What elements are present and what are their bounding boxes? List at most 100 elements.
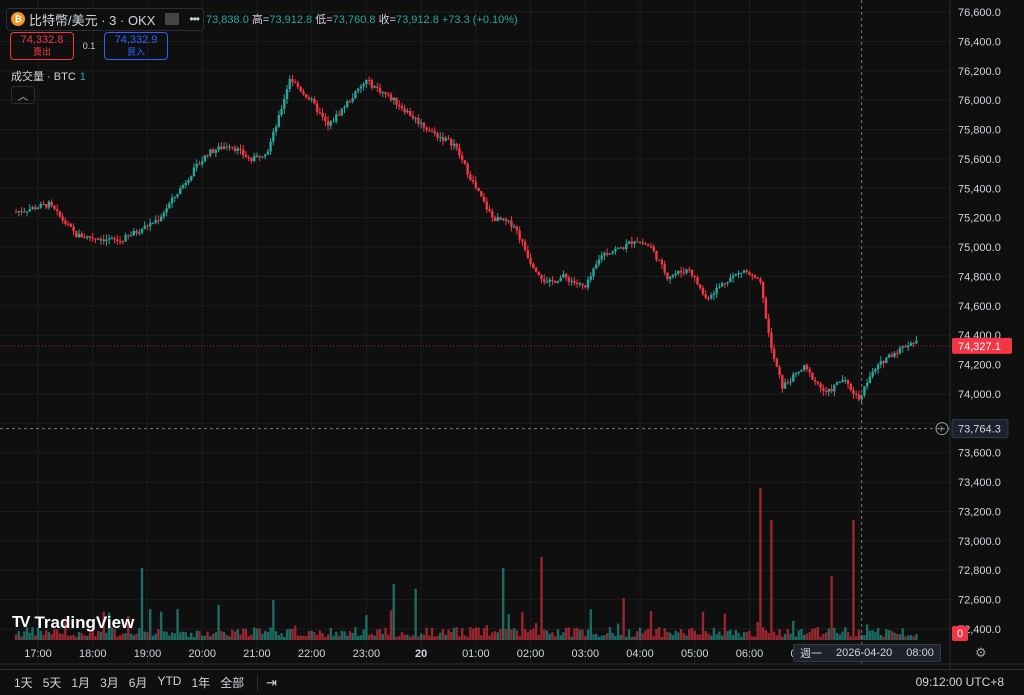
- range-2[interactable]: 1月: [71, 676, 91, 690]
- volume-bar: [209, 636, 212, 640]
- range-5[interactable]: YTD: [157, 674, 182, 688]
- volume-bar: [849, 636, 852, 640]
- range-0[interactable]: 1天: [14, 676, 33, 690]
- volume-bar: [217, 604, 220, 640]
- range-1[interactable]: 5天: [42, 676, 62, 690]
- candle-body: [630, 241, 634, 244]
- volume-bar: [195, 630, 198, 640]
- candle-body: [313, 98, 316, 104]
- candle-body: [165, 208, 168, 213]
- volume-bar: [170, 632, 174, 640]
- volume-bar: [258, 628, 261, 640]
- volume-bar: [707, 633, 710, 640]
- gear-icon[interactable]: ⚙: [975, 645, 987, 660]
- volume-bar: [813, 628, 817, 640]
- volume-bar: [595, 633, 598, 640]
- goto-date-icon[interactable]: ⇥: [266, 674, 278, 690]
- candle-body: [865, 383, 869, 387]
- low-value: 73,760.8: [332, 14, 376, 26]
- candle-body: [113, 238, 116, 240]
- range-3[interactable]: 3月: [100, 676, 119, 690]
- volume-bar: [915, 634, 918, 640]
- volume-bar: [157, 629, 160, 640]
- flag-icon[interactable]: [165, 13, 180, 25]
- clock[interactable]: 09:12:00 UTC+8: [915, 675, 1004, 689]
- volume-bar: [356, 635, 360, 640]
- volume-bar: [844, 627, 847, 640]
- candle-body: [20, 211, 23, 213]
- volume-bar: [551, 632, 554, 640]
- symbol-selector[interactable]: ₿ 比特幣/美元 · 3 · OKX •••: [6, 7, 205, 31]
- range-6[interactable]: 1年: [191, 676, 211, 690]
- candle-body: [871, 371, 874, 377]
- candle-body: [91, 237, 94, 239]
- volume-bar: [581, 629, 584, 640]
- volume-bar: [589, 609, 592, 640]
- candle-body: [775, 358, 779, 367]
- volume-bar: [102, 611, 105, 640]
- candle-body: [146, 225, 149, 227]
- volume-bar: [146, 632, 149, 640]
- volume-bar: [674, 630, 677, 640]
- candle-body: [729, 277, 732, 283]
- buy-price: 74,332.9: [114, 34, 158, 46]
- candle-body: [274, 126, 278, 132]
- range-4[interactable]: 6月: [128, 676, 148, 690]
- collapse-legend-button[interactable]: ︿: [11, 86, 35, 104]
- volume-bar: [876, 628, 880, 640]
- candle-body: [285, 89, 289, 100]
- volume-bar: [430, 627, 434, 640]
- candle-body: [693, 275, 696, 278]
- add-alert-icon[interactable]: [935, 422, 949, 436]
- candle-body: [247, 157, 250, 159]
- volume-bar: [811, 628, 814, 640]
- candle-body: [564, 273, 568, 278]
- volume-bar: [871, 630, 874, 640]
- volume-bar: [400, 632, 404, 640]
- candle-body: [523, 241, 527, 251]
- high-label: 高=: [251, 14, 270, 26]
- candle-body: [521, 239, 524, 242]
- candle-body: [526, 250, 530, 258]
- candle-body: [419, 122, 423, 124]
- volume-bar: [647, 628, 650, 640]
- volume-bar: [36, 627, 40, 640]
- range-7[interactable]: 全部: [220, 676, 245, 690]
- candle-body: [518, 230, 521, 240]
- price-axis[interactable]: 76,600.0 76,400.0 76,200.0 76,000.0 75,800.0…: [935, 7, 1012, 641]
- sell-button[interactable]: 74,332.8 賣出: [10, 32, 74, 60]
- volume-bar: [23, 631, 26, 640]
- candle-body: [217, 146, 220, 151]
- volume-bar: [723, 613, 727, 640]
- buy-button[interactable]: 74,332.9 買入: [104, 32, 168, 60]
- candle-body: [663, 264, 666, 273]
- volume-bar: [663, 628, 666, 640]
- more-icon[interactable]: •••: [189, 12, 200, 26]
- volume-bar: [797, 630, 800, 640]
- candle-body: [772, 348, 776, 359]
- volume-bar: [841, 631, 844, 640]
- time-axis[interactable]: 17:00 18:00 19:00 20:00 21:00 22:00 23:00 20 01:…: [24, 648, 872, 660]
- volume-bar: [499, 628, 502, 640]
- tradingview-logo[interactable]: TV TradingView: [12, 613, 134, 633]
- volume-bar: [242, 628, 245, 640]
- volume-bar: [638, 627, 642, 640]
- candle-body: [66, 223, 70, 225]
- candle-body: [340, 108, 343, 116]
- volume-bar: [304, 636, 308, 640]
- volume-bar: [233, 631, 237, 640]
- chart-grid: [0, 0, 1024, 669]
- candle-body: [731, 275, 735, 278]
- volume-bar: [502, 568, 505, 640]
- candle-body: [723, 283, 727, 285]
- sell-label: 賣出: [32, 47, 51, 57]
- plus-icon: +: [938, 424, 944, 436]
- volume-bar: [800, 628, 803, 640]
- volume-bar: [105, 632, 108, 640]
- volume-bar: [348, 631, 352, 640]
- candle-body: [857, 394, 861, 400]
- candle-body: [283, 99, 286, 110]
- candle-body: [102, 239, 105, 242]
- sell-price: 74,332.8: [20, 34, 64, 46]
